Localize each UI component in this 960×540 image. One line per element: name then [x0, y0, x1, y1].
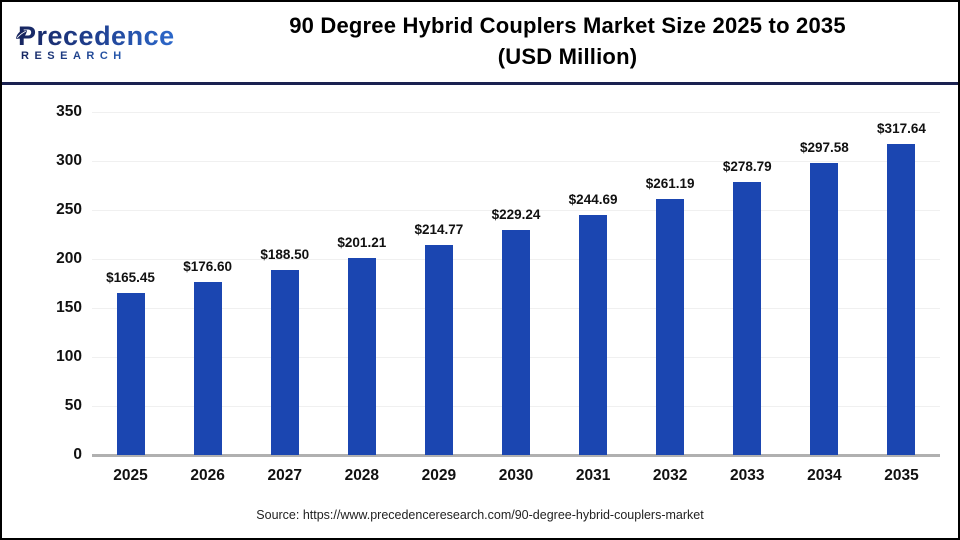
y-tick-label: 50: [64, 397, 82, 414]
bar: [193, 281, 222, 455]
logo-wordmark: Precedence: [18, 21, 187, 50]
x-axis-baseline: [92, 454, 940, 457]
header-divider: [2, 82, 958, 85]
bar: [116, 292, 145, 455]
chart-title-line-2: (USD Million): [497, 44, 638, 69]
leaf-icon: [15, 30, 28, 39]
bar: [579, 215, 608, 455]
bar: [502, 230, 530, 455]
bar-value-label: $201.21: [337, 234, 387, 250]
chart-title: 90 Degree Hybrid Couplers Market Size 20…: [187, 11, 958, 73]
bar-value-label: $176.60: [183, 258, 233, 274]
bar: [347, 257, 376, 455]
source-citation: Source: https://www.precedenceresearch.c…: [256, 508, 704, 522]
bar-value-label: $297.58: [799, 140, 849, 156]
y-tick-label: 300: [56, 152, 82, 169]
bar: [270, 270, 299, 455]
x-tick-label: 2030: [498, 467, 534, 484]
bar: [887, 143, 916, 455]
y-tick-label: 250: [56, 201, 82, 218]
y-tick-label: 0: [73, 446, 82, 463]
x-tick-label: 2032: [652, 467, 688, 484]
brand-logo: Precedence RESEARCH: [2, 21, 187, 62]
bar-value-label: $278.79: [722, 158, 772, 174]
x-tick-label: 2028: [344, 467, 380, 484]
bar-value-label: $244.69: [568, 192, 618, 208]
header: Precedence RESEARCH 90 Degree Hybrid Cou…: [2, 2, 958, 82]
y-gridline: [92, 210, 940, 211]
bar: [733, 181, 762, 455]
y-tick-label: 100: [56, 348, 82, 365]
bar: [810, 163, 839, 455]
bar-value-label: $229.24: [491, 207, 541, 223]
chart-title-line-1: 90 Degree Hybrid Couplers Market Size 20…: [289, 13, 846, 39]
x-tick-label: 2035: [884, 467, 919, 484]
x-tick-label: 2034: [807, 467, 842, 484]
y-gridline: [92, 161, 940, 162]
plot-area: Source: https://www.precedenceresearch.c…: [2, 85, 958, 536]
bar-value-label: $165.45: [106, 269, 155, 285]
bar-value-label: $188.50: [260, 247, 310, 263]
x-tick-label: 2033: [730, 467, 765, 484]
bar: [656, 199, 685, 455]
logo-subtitle: RESEARCH: [18, 50, 187, 62]
y-gridline: [92, 112, 940, 113]
x-tick-label: 2026: [190, 467, 225, 484]
y-tick-label: 200: [56, 250, 82, 267]
y-tick-label: 150: [56, 299, 82, 316]
x-tick-label: 2027: [267, 467, 302, 484]
x-tick-label: 2031: [575, 467, 611, 484]
x-tick-label: 2029: [421, 467, 457, 484]
y-tick-label: 350: [56, 103, 82, 120]
bar: [424, 244, 453, 455]
bar-value-label: $261.19: [645, 176, 695, 192]
x-tick-label: 2025: [113, 467, 148, 484]
bar-value-label: $317.64: [877, 120, 926, 136]
bar-value-label: $214.77: [414, 221, 464, 237]
